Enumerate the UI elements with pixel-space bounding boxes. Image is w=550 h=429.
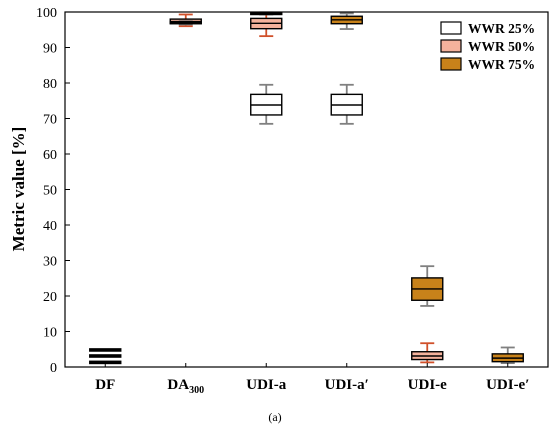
- box-wwr-50-: [411, 342, 444, 364]
- box-wwr-75-: [330, 12, 363, 30]
- y-tick-label: 50: [43, 184, 57, 199]
- y-tick-label: 10: [43, 326, 57, 341]
- legend-label: WWR 25%: [468, 21, 535, 36]
- box-wwr-75-: [411, 265, 444, 307]
- x-tick-label: UDI-a: [246, 377, 286, 393]
- box-wwr-25-: [330, 83, 363, 125]
- x-tick-label: DA300: [167, 377, 204, 396]
- x-tick-label: DF: [95, 377, 115, 393]
- legend-label: WWR 75%: [468, 57, 535, 72]
- plot-area: [89, 11, 524, 365]
- x-tick-label: UDI-e′: [486, 377, 529, 393]
- x-tick-label: UDI-a′: [325, 377, 369, 393]
- y-tick-label: 30: [43, 255, 57, 270]
- box-wwr-75-: [250, 11, 283, 16]
- y-tick-label: 20: [43, 290, 57, 305]
- legend-item: WWR 25%: [440, 21, 535, 36]
- box-wwr-50-: [89, 354, 122, 358]
- legend-item: WWR 50%: [440, 39, 535, 54]
- box-wwr-75-: [491, 346, 524, 364]
- box-wwr-75-: [169, 20, 202, 26]
- legend-swatch: [440, 39, 462, 53]
- x-tick-label: UDI-e: [408, 377, 447, 393]
- legend-swatch: [440, 21, 462, 35]
- y-tick-label: 70: [43, 113, 57, 128]
- legend-item: WWR 75%: [440, 57, 535, 72]
- y-tick-label: 100: [36, 6, 57, 21]
- legend-label: WWR 50%: [468, 39, 535, 54]
- legend-swatch: [440, 57, 462, 71]
- axes: 0 10 20 30 40 50 60 70 80 90 100 DF DA300 UDI-a UDI-a′…: [36, 6, 549, 396]
- y-tick-label: 60: [43, 148, 57, 163]
- y-axis-title: Metric value [%]: [9, 127, 28, 252]
- box-wwr-75-: [89, 348, 122, 352]
- y-tick-label: 0: [50, 361, 57, 376]
- y-tick-label: 40: [43, 219, 57, 234]
- y-tick-label: 90: [43, 42, 57, 57]
- box-wwr-50-: [250, 12, 283, 38]
- y-tick-label: 80: [43, 77, 57, 92]
- box-wwr-25-: [250, 83, 283, 125]
- box-wwr-25-: [89, 360, 122, 365]
- figure-caption: (a): [268, 410, 281, 424]
- legend: WWR 25% WWR 50% WWR 75%: [440, 21, 535, 72]
